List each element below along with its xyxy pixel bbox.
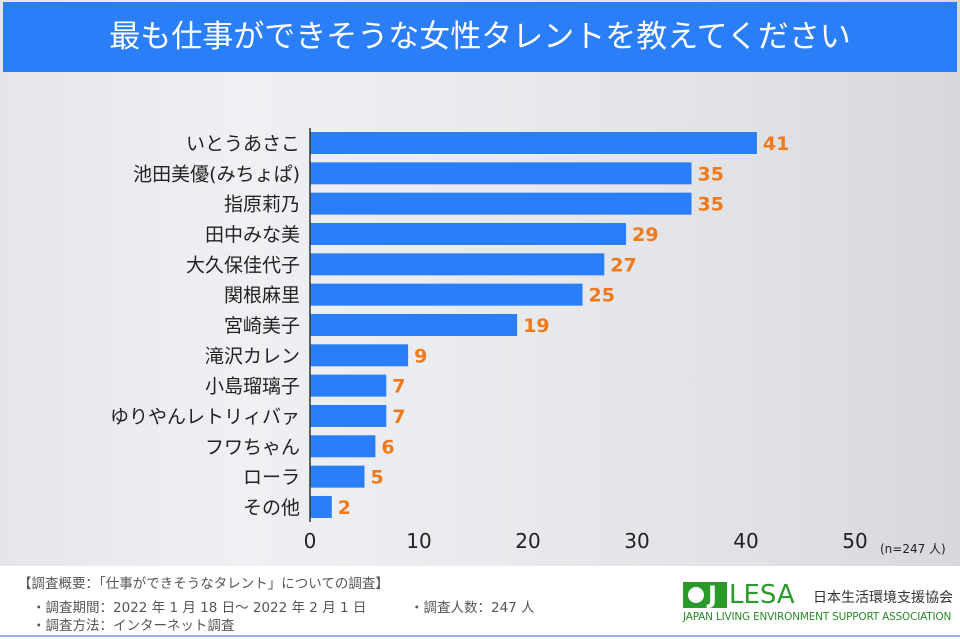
bar [310, 435, 376, 458]
category-label: 滝沢カレン [205, 345, 300, 367]
x-tick-label: 50 [842, 529, 867, 553]
category-label: 田中みな美 [205, 224, 300, 246]
bar [310, 162, 692, 185]
category-label: 指原莉乃 [224, 194, 300, 216]
category-label: いとうあさこ [186, 133, 300, 155]
divider [0, 635, 960, 637]
value-label: 35 [698, 194, 724, 216]
value-label: 19 [523, 315, 549, 337]
bar [310, 132, 757, 154]
survey-method: ・調査方法：インターネット調査 [32, 618, 235, 634]
bar [310, 344, 409, 367]
category-label: 大久保佳代子 [186, 254, 300, 276]
value-label: 2 [338, 497, 351, 519]
survey-period: ・調査期間：2022 年 1 月 18 日～ 2022 年 2 月 1 日 [32, 600, 367, 616]
value-label: 9 [414, 345, 427, 367]
survey-footer: 【調査概要：「仕事ができそうなタレント」についての調査】 ・調査期間：2022 … [0, 566, 960, 639]
bar [310, 313, 518, 336]
value-label: 35 [698, 163, 724, 185]
bar [310, 192, 692, 215]
category-label: ゆりやんレトリィバァ [110, 406, 300, 428]
bar [310, 283, 583, 306]
value-label: 25 [589, 285, 615, 307]
value-label: 5 [371, 467, 384, 489]
bar [310, 465, 365, 488]
bar [310, 404, 387, 427]
category-label: その他 [243, 497, 300, 519]
value-label: 7 [392, 376, 405, 398]
survey-count: ・調査人数：247 人 [410, 600, 535, 616]
category-label: フワちゃん [205, 436, 300, 458]
value-label: 41 [763, 133, 789, 155]
value-label: 7 [392, 406, 405, 428]
category-label: 関根麻里 [224, 285, 300, 307]
bar [310, 495, 332, 518]
x-tick-label: 10 [406, 529, 431, 553]
value-label: 27 [610, 254, 636, 276]
x-tick-label: 30 [624, 529, 649, 553]
bar [310, 374, 387, 397]
value-label: 29 [632, 224, 658, 246]
x-tick-label: 20 [515, 529, 540, 553]
survey-heading: 【調査概要：「仕事ができそうなタレント」についての調査】 [18, 576, 389, 592]
background-photo [0, 0, 960, 566]
bar [310, 222, 627, 245]
x-tick-label: 0 [304, 529, 317, 553]
category-label: 小島瑠璃子 [205, 376, 300, 398]
x-tick-label: 40 [733, 529, 758, 553]
category-label: 宮崎美子 [224, 315, 300, 337]
category-label: 池田美優(みちょぱ) [133, 163, 300, 185]
value-label: 6 [381, 436, 394, 458]
category-label: ローラ [243, 467, 300, 489]
sample-size-note: (n=247 人) [880, 542, 946, 556]
bar [310, 253, 605, 276]
chart-title: 最も仕事ができそうな女性タレントを教えてください [3, 2, 957, 72]
